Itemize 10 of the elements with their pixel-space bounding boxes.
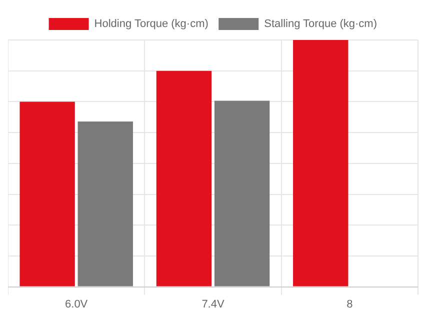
bar <box>293 40 348 286</box>
x-tick-label: 6.0V <box>65 298 88 310</box>
bar <box>20 102 75 286</box>
legend-label: Stalling Torque (kg·cm) <box>264 18 378 30</box>
bar <box>214 100 270 286</box>
bar <box>156 70 212 286</box>
legend-label: Holding Torque (kg·cm) <box>94 18 208 30</box>
x-tick-label: 7.4V <box>202 298 225 310</box>
x-tick-label: 8 <box>346 298 353 310</box>
bar <box>78 121 133 286</box>
